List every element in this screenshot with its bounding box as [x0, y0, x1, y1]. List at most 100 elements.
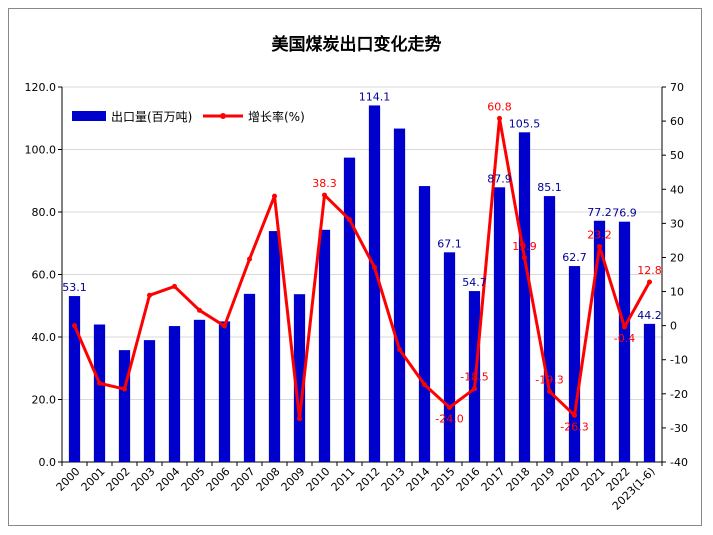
x-tick-label: 2005: [179, 465, 208, 494]
legend-line-label: 增长率(%): [248, 109, 305, 124]
y-right-tick-label: 50: [670, 149, 684, 162]
growth-rate-point: [397, 347, 402, 352]
y-right-tick-label: 60: [670, 115, 684, 128]
x-tick-label: 2016: [454, 465, 483, 494]
growth-rate-point: [172, 283, 177, 289]
growth-rate-point: [197, 307, 202, 313]
line-data-label: 60.8: [487, 100, 512, 113]
bar: [193, 319, 206, 462]
bar: [218, 321, 231, 462]
growth-rate-point: [272, 193, 277, 199]
bar: [393, 128, 406, 462]
x-tick-label: 2000: [54, 465, 83, 494]
legend-bar-label: 出口量(百万吨): [111, 110, 192, 124]
x-tick-label: 2010: [304, 465, 333, 494]
bar: [418, 186, 431, 462]
line-data-label: 19.9: [512, 240, 537, 253]
y-right-tick-label: 0: [670, 320, 677, 333]
growth-rate-point: [597, 244, 602, 250]
y-right-tick-label: -40: [670, 456, 688, 469]
growth-rate-point: [347, 217, 352, 223]
line-data-label: -24.0: [435, 412, 463, 425]
bar: [168, 326, 181, 462]
chart-title: 美国煤炭出口变化走势: [271, 35, 442, 55]
growth-rate-point: [222, 323, 227, 329]
bar: [243, 293, 256, 462]
y-right-tick-label: 10: [670, 286, 684, 299]
growth-rate-point: [547, 388, 552, 394]
growth-rate-point: [322, 192, 327, 198]
x-tick-label: 2001: [79, 465, 108, 494]
bar-data-label: 114.1: [359, 90, 391, 103]
bar-data-label: 77.2: [587, 206, 612, 219]
bar-data-label: 53.1: [62, 281, 87, 294]
growth-rate-point: [472, 386, 477, 392]
bar-data-label: 87.9: [487, 172, 512, 185]
x-tick-label: 2014: [404, 465, 433, 494]
x-tick-label: 2021: [579, 465, 608, 494]
bar: [68, 296, 81, 462]
bar: [543, 196, 556, 462]
growth-rate-point: [72, 323, 77, 329]
x-tick-label: 2006: [204, 465, 233, 494]
x-tick-label: 2018: [504, 465, 533, 494]
bar: [443, 252, 456, 462]
y-right-tick-label: 70: [670, 81, 684, 94]
bar: [493, 187, 506, 462]
growth-rate-point: [247, 256, 252, 262]
x-tick-label: 2019: [529, 465, 558, 494]
line-data-label: 38.3: [312, 177, 337, 190]
bar: [118, 350, 131, 462]
line-data-label: -0.4: [614, 332, 635, 345]
growth-rate-point: [647, 279, 652, 285]
x-tick-label: 2020: [554, 465, 583, 494]
bar: [368, 105, 381, 462]
x-tick-label: 2011: [329, 465, 358, 494]
y-right-tick-label: 20: [670, 251, 684, 264]
bar: [518, 132, 531, 462]
x-tick-label: 2004: [154, 465, 183, 494]
bar-data-label: 67.1: [437, 237, 462, 250]
growth-rate-point: [122, 386, 127, 392]
x-tick-label: 2015: [429, 465, 458, 494]
x-tick-label: 2003: [129, 465, 158, 494]
y-right-tick-label: -30: [670, 422, 688, 435]
line-data-label: 23.2: [587, 229, 612, 242]
y-right-tick-label: 30: [670, 217, 684, 230]
y-left-tick-label: 0.0: [39, 456, 57, 469]
bar-data-label: 62.7: [562, 251, 587, 264]
growth-rate-point: [447, 404, 452, 410]
y-left-tick-label: 100.0: [25, 144, 57, 157]
x-tick-label: 2008: [254, 465, 283, 494]
legend-line-marker: [220, 113, 226, 119]
y-right-tick-label: -10: [670, 354, 688, 367]
line-data-label: 12.8: [637, 264, 662, 277]
bar-data-label: 105.5: [509, 117, 541, 130]
x-tick-label: 2017: [479, 465, 508, 494]
growth-rate-point: [622, 324, 627, 330]
growth-rate-point: [147, 292, 152, 298]
growth-rate-point: [572, 412, 577, 418]
bar: [618, 221, 631, 462]
y-left-tick-label: 80.0: [32, 206, 57, 219]
growth-rate-point: [372, 264, 377, 270]
bar: [343, 157, 356, 462]
y-left-tick-label: 120.0: [25, 81, 57, 94]
bar: [568, 266, 581, 462]
bar: [293, 294, 306, 462]
x-tick-label: 2007: [229, 465, 258, 494]
y-left-tick-label: 20.0: [32, 394, 57, 407]
bar: [93, 324, 106, 462]
growth-rate-point: [297, 416, 302, 422]
line-data-label: -18.5: [460, 371, 488, 384]
y-left-tick-label: 40.0: [32, 331, 57, 344]
y-left-tick-label: 60.0: [32, 269, 57, 282]
bar-data-label: 54.7: [462, 276, 487, 289]
bar-data-label: 44.2: [637, 309, 662, 322]
bar-data-label: 85.1: [537, 181, 562, 194]
x-tick-label: 2013: [379, 465, 408, 494]
bar: [268, 231, 281, 462]
bar: [143, 340, 156, 462]
bar: [318, 229, 331, 462]
